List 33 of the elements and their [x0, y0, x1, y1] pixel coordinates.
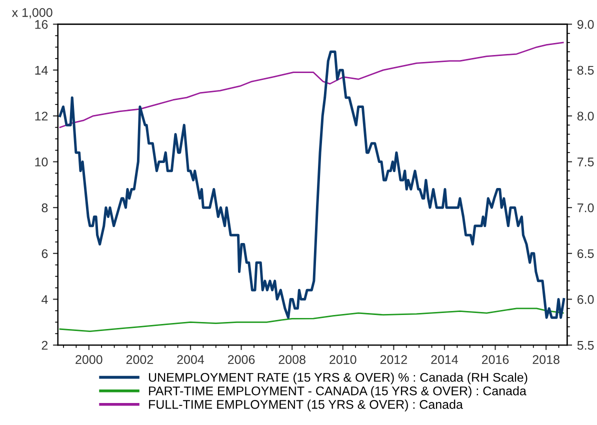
- x-tick-label: 2008: [278, 355, 306, 364]
- legend-label: PART-TIME EMPLOYMENT - CANADA (15 YRS & OVER) : Canada: [149, 386, 526, 398]
- line-series: [58, 50, 566, 319]
- x-tick-label: 2016: [482, 355, 509, 364]
- legend-label: UNEMPLOYMENT RATE (15 YRS & OVER) % : Canada (RH Scale): [148, 372, 528, 384]
- y2-tick-label: 8.5: [577, 66, 594, 75]
- x-tick-label: 2000: [76, 355, 102, 364]
- y-tick-label: 2: [42, 340, 48, 350]
- y-tick-label: 4: [42, 295, 48, 304]
- line-series: [59, 308, 564, 332]
- x-tick-label: 2004: [177, 355, 204, 364]
- y-axis-title: x 1,000: [12, 8, 52, 18]
- x-tick-label: 2014: [431, 355, 458, 364]
- y-tick-label: 12: [35, 112, 48, 120]
- y-tick-label: 8: [42, 203, 48, 212]
- y-tick-label: 10: [35, 158, 48, 166]
- x-tick-label: 2002: [126, 355, 153, 364]
- line-series: [59, 42, 564, 128]
- legend-label: FULL-TIME EMPLOYMENT (15 YRS & OVER) : Canada: [149, 400, 463, 412]
- y2-tick-label: 6.0: [578, 295, 594, 304]
- y2-tick-label: 9.0: [577, 20, 594, 29]
- x-tick-label: 2010: [330, 355, 356, 364]
- y-tick-label: 14: [35, 66, 48, 75]
- y2-tick-label: 7.0: [578, 203, 594, 212]
- x-tick-label: 2018: [532, 355, 560, 364]
- x-tick-label: 2012: [380, 355, 407, 364]
- y2-tick-label: 7.5: [578, 158, 594, 166]
- y-tick-label: 6: [42, 249, 48, 258]
- y2-tick-label: 8.0: [577, 112, 594, 121]
- y-tick-label: 16: [35, 20, 48, 29]
- x-tick-label: 2006: [228, 355, 255, 364]
- y2-tick-label: 6.5: [578, 249, 594, 258]
- y2-tick-label: 5.5: [577, 341, 594, 350]
